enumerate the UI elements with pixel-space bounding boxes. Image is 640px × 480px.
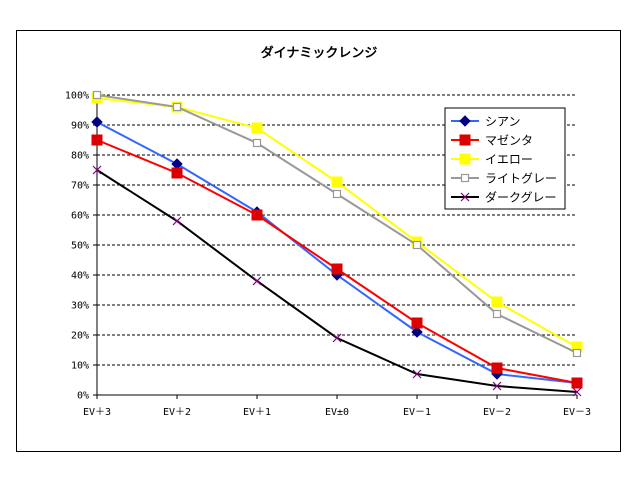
chart-title: ダイナミックレンジ <box>261 45 378 61</box>
legend-item: イエロー <box>451 153 533 167</box>
legend-marker <box>459 134 471 146</box>
x-tick-label: EV－2 <box>483 407 511 418</box>
line-chart: ダイナミックレンジ 0% 10% 20% 30% 40% 50% 60% 70% 80% 90% 1… <box>65 45 591 419</box>
chart-frame: ダイナミックレンジ 0% 10% 20% 30% 40% 50% 60% 70% 80% 90% 1… <box>16 30 621 452</box>
y-tick-label: 0% <box>77 391 89 402</box>
x-tick-label: EV－3 <box>563 407 591 418</box>
x-tick-label: EV＋3 <box>83 407 111 418</box>
data-point <box>331 263 343 275</box>
data-point <box>492 381 502 391</box>
data-point <box>92 165 102 175</box>
data-point <box>172 216 182 226</box>
data-point <box>492 309 502 319</box>
data-point <box>411 326 423 338</box>
data-point <box>411 317 423 329</box>
data-point <box>572 387 582 397</box>
data-point <box>172 102 182 112</box>
y-tick-label: 100% <box>65 91 89 102</box>
gridlines <box>97 94 577 366</box>
y-tick-label: 80% <box>71 151 89 162</box>
series-lines <box>91 90 583 397</box>
x-tick-label: EV＋1 <box>243 407 271 418</box>
x-tick-label: EV＋2 <box>163 407 191 418</box>
legend-marker <box>459 115 471 127</box>
y-tick-label: 60% <box>71 211 89 222</box>
data-point <box>252 276 262 286</box>
data-point <box>171 167 183 179</box>
legend-marker <box>460 173 470 183</box>
legend-marker <box>459 153 471 165</box>
data-point <box>571 377 583 389</box>
legend-marker <box>460 192 470 202</box>
y-tick-label: 10% <box>71 361 89 372</box>
data-point <box>331 176 343 188</box>
data-point <box>91 116 103 128</box>
y-tick-label: 20% <box>71 331 89 342</box>
legend-item: マゼンタ <box>451 134 533 148</box>
y-tick-label: 40% <box>71 271 89 282</box>
legend-label: ダークグレー <box>485 190 557 205</box>
data-point <box>251 122 263 134</box>
legend-item: ダークグレー <box>451 190 557 205</box>
y-tick-label: 50% <box>71 241 89 252</box>
series-1 <box>91 134 583 389</box>
data-point <box>251 209 263 221</box>
y-tick-label: 30% <box>71 301 89 312</box>
legend-item: ライトグレー <box>451 172 557 186</box>
data-point <box>412 240 422 250</box>
data-point <box>491 296 503 308</box>
legend-item: シアン <box>451 115 521 129</box>
data-point <box>332 333 342 343</box>
y-tick-label: 90% <box>71 121 89 132</box>
legend-label: イエロー <box>485 153 533 167</box>
legend-label: シアン <box>485 115 521 129</box>
x-tick-label: EV－1 <box>403 407 431 418</box>
data-point <box>412 369 422 379</box>
series-4 <box>92 165 582 397</box>
data-point <box>252 138 262 148</box>
x-tick-label: EV±0 <box>325 407 349 418</box>
axes: 0% 10% 20% 30% 40% 50% 60% 70% 80% 90% 100% EV＋3 EV＋… <box>65 91 591 419</box>
data-point <box>92 90 102 100</box>
data-point <box>572 348 582 358</box>
data-point <box>332 189 342 199</box>
y-tick-label: 70% <box>71 181 89 192</box>
data-point <box>491 362 503 374</box>
series-3 <box>92 90 582 358</box>
legend-label: ライトグレー <box>485 172 557 186</box>
legend-label: マゼンタ <box>485 134 533 148</box>
data-point <box>91 134 103 146</box>
